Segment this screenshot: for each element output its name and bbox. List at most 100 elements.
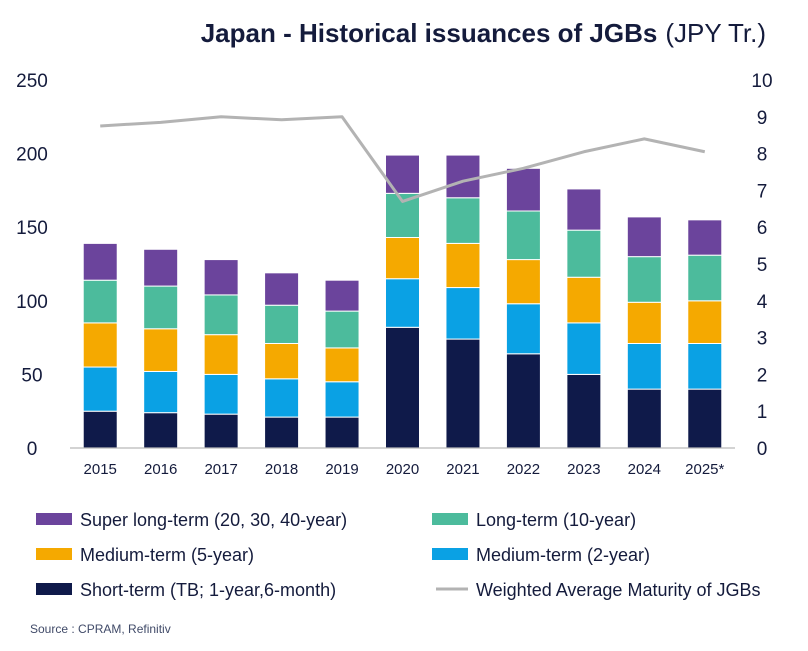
bar-super-long-term-20-30-40-year xyxy=(203,259,239,296)
bar-long-term-10-year xyxy=(445,197,481,244)
y-axis-left: 0 50 100 150 200 250 xyxy=(16,71,48,460)
bar-short-term-tb-1-year-6-month xyxy=(687,388,723,449)
chart-title-unit: (JPY Tr.) xyxy=(665,18,766,48)
legend-label-long-term-10-year: Long-term (10-year) xyxy=(476,510,636,530)
bar-medium-term-2-year xyxy=(566,322,602,375)
bar-medium-term-2-year xyxy=(324,381,360,418)
bar-medium-term-2-year xyxy=(82,366,118,412)
y-tick-right: 8 xyxy=(757,145,768,166)
bar-medium-term-5-year xyxy=(626,301,662,344)
x-tick-label: 2015 xyxy=(84,461,117,478)
bar-medium-term-2-year xyxy=(264,378,300,418)
bar-super-long-term-20-30-40-year xyxy=(385,154,420,194)
bar-medium-term-5-year xyxy=(505,259,541,305)
bar-short-term-tb-1-year-6-month xyxy=(385,326,420,449)
bar-super-long-term-20-30-40-year xyxy=(566,188,602,231)
y-tick-right: 0 xyxy=(757,439,768,460)
y-tick-right: 3 xyxy=(757,329,768,350)
x-axis: 2015 2016 2017 2018 2019 2020 2021 2022 2023 2024… xyxy=(84,461,725,478)
bar-short-term-tb-1-year-6-month xyxy=(82,410,118,449)
bar-long-term-10-year xyxy=(626,256,662,303)
bar-super-long-term-20-30-40-year xyxy=(324,279,360,312)
bar-long-term-10-year xyxy=(264,304,300,344)
bar-medium-term-5-year xyxy=(687,300,723,344)
y-tick-left: 0 xyxy=(27,439,38,460)
y-tick-right: 1 xyxy=(757,402,768,423)
x-tick-label: 2020 xyxy=(386,461,419,478)
x-tick-label: 2016 xyxy=(144,461,177,478)
bars-group xyxy=(82,154,723,449)
bar-super-long-term-20-30-40-year xyxy=(626,216,662,258)
bar-super-long-term-20-30-40-year xyxy=(505,167,541,212)
x-tick-label: 2024 xyxy=(628,461,661,478)
bar-medium-term-2-year xyxy=(385,278,420,328)
x-tick-label: 2017 xyxy=(204,461,237,478)
legend-label-medium-term-2-year: Medium-term (2-year) xyxy=(476,545,650,565)
bar-medium-term-5-year xyxy=(82,322,118,368)
source-note: Source : CPRAM, Refinitiv xyxy=(30,622,171,636)
bar-medium-term-5-year xyxy=(566,276,602,324)
bar-medium-term-5-year xyxy=(143,328,179,372)
legend-swatch-super-long-term-20-30-40-year xyxy=(36,513,72,525)
bar-short-term-tb-1-year-6-month xyxy=(203,413,239,449)
bar-short-term-tb-1-year-6-month xyxy=(445,338,481,449)
x-tick-label: 2023 xyxy=(567,461,600,478)
bar-long-term-10-year xyxy=(143,285,179,330)
bar-super-long-term-20-30-40-year xyxy=(445,154,481,199)
x-tick-label: 2022 xyxy=(507,461,540,478)
bar-medium-term-2-year xyxy=(143,370,179,414)
bar-short-term-tb-1-year-6-month xyxy=(505,353,541,449)
chart-title-main: Japan - Historical issuances of JGBs xyxy=(201,18,658,48)
legend-label-medium-term-5-year: Medium-term (5-year) xyxy=(80,545,254,565)
legend-label-weighted-average-maturity-of-jgbs: Weighted Average Maturity of JGBs xyxy=(476,580,760,600)
legend: Super long-term (20, 30, 40-year) Long-te… xyxy=(36,510,760,600)
bar-medium-term-2-year xyxy=(626,342,662,390)
y-tick-right: 2 xyxy=(757,365,768,386)
bar-medium-term-5-year xyxy=(264,342,300,380)
y-tick-left: 150 xyxy=(16,218,48,239)
legend-swatch-long-term-10-year xyxy=(432,513,468,525)
bar-medium-term-2-year xyxy=(445,287,481,340)
bar-short-term-tb-1-year-6-month xyxy=(626,388,662,449)
x-tick-label: 2019 xyxy=(325,461,358,478)
x-tick-label: 2021 xyxy=(446,461,479,478)
y-tick-right: 7 xyxy=(757,181,768,202)
bar-medium-term-2-year xyxy=(687,342,723,390)
y-tick-left: 250 xyxy=(16,71,48,92)
y-axis-right: 0 1 2 3 4 5 6 7 8 9 10 xyxy=(751,71,772,460)
bar-medium-term-5-year xyxy=(385,237,420,280)
bar-short-term-tb-1-year-6-month xyxy=(566,373,602,449)
bar-long-term-10-year xyxy=(687,254,723,302)
legend-swatch-medium-term-5-year xyxy=(36,548,72,560)
bar-super-long-term-20-30-40-year xyxy=(687,219,723,256)
bar-medium-term-2-year xyxy=(505,303,541,355)
bar-short-term-tb-1-year-6-month xyxy=(324,416,360,449)
bar-super-long-term-20-30-40-year xyxy=(82,242,118,281)
bar-medium-term-5-year xyxy=(203,334,239,375)
y-tick-right: 4 xyxy=(757,292,768,313)
bar-super-long-term-20-30-40-year xyxy=(143,248,179,287)
x-tick-label: 2025* xyxy=(685,461,724,478)
bar-super-long-term-20-30-40-year xyxy=(264,272,300,306)
bar-medium-term-2-year xyxy=(203,373,239,415)
y-tick-right: 10 xyxy=(751,71,772,92)
y-tick-left: 200 xyxy=(16,145,48,166)
x-tick-label: 2018 xyxy=(265,461,298,478)
bar-long-term-10-year xyxy=(566,229,602,278)
bar-short-term-tb-1-year-6-month xyxy=(143,412,179,449)
bar-long-term-10-year xyxy=(203,294,239,336)
legend-swatch-short-term-tb-1-year-6-month xyxy=(36,583,72,595)
bar-medium-term-5-year xyxy=(445,242,481,289)
y-tick-right: 5 xyxy=(757,255,768,276)
y-tick-right: 6 xyxy=(757,218,768,239)
bar-medium-term-5-year xyxy=(324,347,360,383)
bar-long-term-10-year xyxy=(505,210,541,261)
legend-label-super-long-term-20-30-40-year: Super long-term (20, 30, 40-year) xyxy=(80,510,347,530)
y-tick-left: 100 xyxy=(16,292,48,313)
bar-long-term-10-year xyxy=(82,279,118,324)
bar-long-term-10-year xyxy=(324,310,360,349)
legend-swatch-medium-term-2-year xyxy=(432,548,468,560)
maturity-line-group xyxy=(100,115,706,203)
legend-label-short-term-tb-1-year-6-month: Short-term (TB; 1-year,6-month) xyxy=(80,580,336,600)
